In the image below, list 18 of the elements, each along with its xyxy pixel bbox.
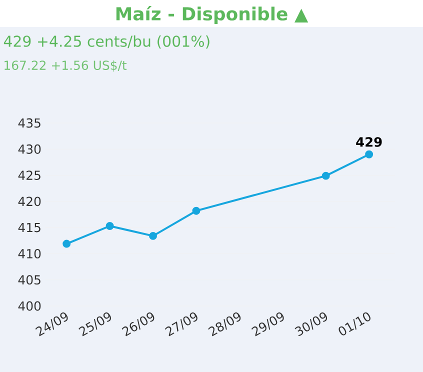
y-tick-label: 415 (18, 222, 40, 232)
y-tick-label: 405 (18, 275, 40, 285)
y-tick-label: 425 (18, 170, 40, 180)
point (106, 222, 114, 230)
point (322, 172, 330, 180)
y-tick-label: 435 (18, 118, 40, 128)
point (192, 206, 200, 215)
chart-title: Maíz - Disponible ▲ (116, 6, 308, 24)
y-tick-label: 420 (18, 196, 41, 206)
point (365, 150, 374, 158)
chart-subtitle: 429 +4.25 cents/bu (001%) (4, 35, 210, 49)
y-tick-label: 430 (18, 144, 41, 154)
y-tick-label: 410 (18, 249, 41, 258)
y-tick-label: 400 (18, 301, 41, 311)
point (62, 240, 71, 248)
data-label: 429 (356, 137, 382, 147)
text: 167.22 +1.56 US$/t (4, 60, 127, 72)
point (149, 232, 158, 240)
